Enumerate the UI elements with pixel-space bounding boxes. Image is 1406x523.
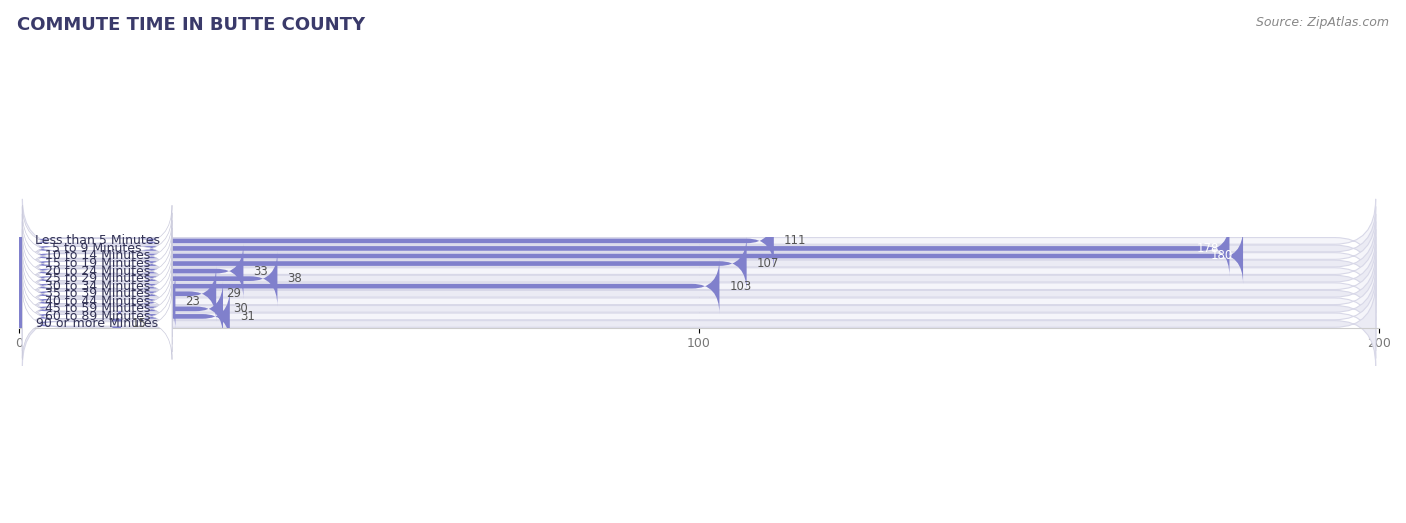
FancyBboxPatch shape [22, 213, 172, 284]
FancyBboxPatch shape [22, 281, 172, 352]
FancyBboxPatch shape [20, 281, 224, 337]
FancyBboxPatch shape [22, 288, 172, 360]
Text: 45 to 59 Minutes: 45 to 59 Minutes [45, 302, 150, 315]
Text: Less than 5 Minutes: Less than 5 Minutes [35, 234, 160, 247]
Text: 30: 30 [233, 302, 247, 315]
FancyBboxPatch shape [22, 207, 1375, 290]
FancyBboxPatch shape [22, 228, 172, 299]
FancyBboxPatch shape [22, 251, 172, 322]
Text: 20 to 24 Minutes: 20 to 24 Minutes [45, 265, 150, 278]
Text: 15 to 19 Minutes: 15 to 19 Minutes [45, 257, 150, 270]
Text: Source: ZipAtlas.com: Source: ZipAtlas.com [1256, 16, 1389, 29]
FancyBboxPatch shape [22, 267, 1375, 351]
Text: 60 to 89 Minutes: 60 to 89 Minutes [45, 310, 150, 323]
FancyBboxPatch shape [22, 275, 1375, 358]
Text: 111: 111 [785, 234, 807, 247]
Text: COMMUTE TIME IN BUTTE COUNTY: COMMUTE TIME IN BUTTE COUNTY [17, 16, 366, 33]
Text: 30 to 34 Minutes: 30 to 34 Minutes [45, 280, 150, 293]
FancyBboxPatch shape [20, 213, 773, 269]
FancyBboxPatch shape [20, 289, 229, 344]
FancyBboxPatch shape [22, 229, 1375, 313]
FancyBboxPatch shape [22, 244, 1375, 328]
Text: 180: 180 [1211, 249, 1233, 263]
FancyBboxPatch shape [22, 220, 172, 292]
FancyBboxPatch shape [22, 235, 172, 306]
FancyBboxPatch shape [22, 252, 1375, 336]
Text: 25 to 29 Minutes: 25 to 29 Minutes [45, 272, 150, 285]
FancyBboxPatch shape [22, 199, 1375, 283]
FancyBboxPatch shape [22, 222, 1375, 305]
FancyBboxPatch shape [20, 228, 1243, 284]
FancyBboxPatch shape [22, 273, 172, 345]
Text: 178: 178 [1197, 242, 1219, 255]
FancyBboxPatch shape [20, 243, 243, 299]
FancyBboxPatch shape [20, 221, 1229, 276]
FancyBboxPatch shape [22, 266, 172, 337]
Text: 103: 103 [730, 280, 752, 293]
Text: 31: 31 [240, 310, 254, 323]
Text: 90 or more Minutes: 90 or more Minutes [37, 317, 159, 331]
Text: 33: 33 [253, 265, 269, 278]
FancyBboxPatch shape [22, 236, 1375, 321]
FancyBboxPatch shape [22, 243, 172, 314]
FancyBboxPatch shape [22, 259, 1375, 343]
Text: 15: 15 [131, 317, 146, 331]
FancyBboxPatch shape [22, 258, 172, 329]
Text: 107: 107 [756, 257, 779, 270]
Text: 35 to 39 Minutes: 35 to 39 Minutes [45, 287, 150, 300]
Text: 10 to 14 Minutes: 10 to 14 Minutes [45, 249, 150, 263]
FancyBboxPatch shape [20, 258, 720, 314]
Text: 29: 29 [226, 287, 242, 300]
FancyBboxPatch shape [20, 296, 121, 352]
FancyBboxPatch shape [20, 274, 176, 329]
FancyBboxPatch shape [22, 282, 1375, 366]
Text: 23: 23 [186, 295, 201, 308]
FancyBboxPatch shape [22, 205, 172, 277]
FancyBboxPatch shape [20, 266, 217, 322]
FancyBboxPatch shape [20, 251, 277, 306]
Text: 38: 38 [288, 272, 302, 285]
FancyBboxPatch shape [20, 236, 747, 291]
FancyBboxPatch shape [22, 214, 1375, 298]
Text: 5 to 9 Minutes: 5 to 9 Minutes [52, 242, 142, 255]
Text: 40 to 44 Minutes: 40 to 44 Minutes [45, 295, 150, 308]
